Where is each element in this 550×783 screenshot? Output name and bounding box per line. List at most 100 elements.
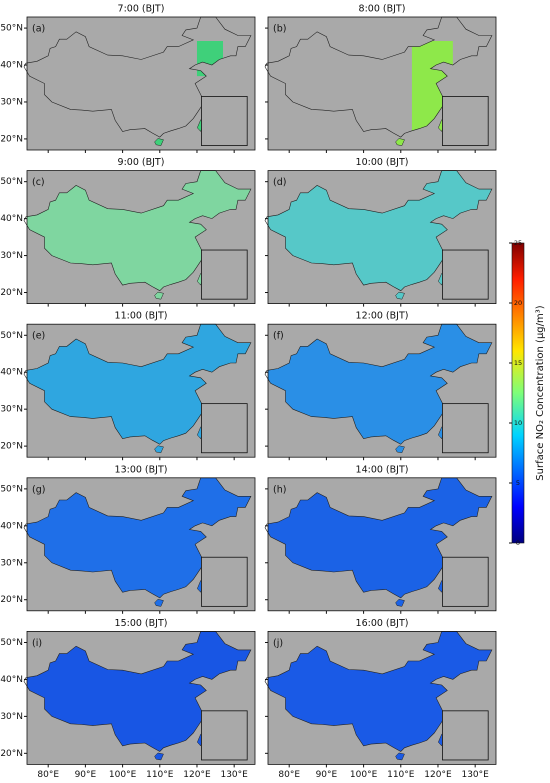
- panel-title: 13:00 (BJT): [115, 464, 168, 475]
- lon-tick-label: 90°E: [75, 770, 97, 780]
- lon-tick-label: 80°E: [37, 770, 59, 780]
- colorbar-tick-label: 15: [514, 359, 522, 367]
- lon-tick-label: 120°E: [424, 770, 452, 780]
- map-panel: [264, 170, 497, 305]
- lat-tick-label: 40°N: [0, 61, 23, 71]
- panel-label: (c): [32, 177, 45, 188]
- colorbar: [511, 242, 525, 544]
- boundary: [23, 477, 252, 599]
- lat-tick-label: 30°N: [0, 712, 23, 722]
- boundary: [23, 170, 252, 292]
- boundary: [264, 631, 493, 752]
- map-panel: [23, 170, 256, 305]
- frame: [26, 631, 256, 765]
- lon-tick-label: 110°E: [387, 770, 415, 780]
- frame: [267, 631, 497, 765]
- concentration-field: [27, 324, 251, 445]
- lon-tick-label: 130°E: [220, 770, 248, 780]
- inset-map: [201, 710, 248, 761]
- lat-tick-label: 30°N: [0, 251, 23, 261]
- lat-tick-label: 40°N: [0, 675, 23, 685]
- lon-tick-label: 100°E: [350, 770, 378, 780]
- colorbar-tick-label: 25: [514, 239, 522, 247]
- panel-title: 16:00 (BJT): [356, 618, 409, 629]
- colorbar-tick-label: 0: [516, 539, 520, 547]
- lat-tick-label: 40°N: [0, 368, 23, 378]
- lat-tick-label: 20°N: [0, 595, 23, 605]
- panel-label: (i): [32, 638, 42, 649]
- map-panel: [264, 631, 497, 765]
- lat-tick-label: 20°N: [0, 134, 23, 144]
- map-panel: [264, 16, 497, 151]
- hainan: [154, 599, 164, 607]
- panel-title: 15:00 (BJT): [115, 618, 168, 629]
- hainan: [154, 445, 164, 454]
- lat-tick-label: 30°N: [0, 97, 23, 107]
- concentration-field: [268, 324, 492, 445]
- frame: [267, 16, 497, 151]
- hainan: [154, 752, 164, 761]
- lat-tick-label: 50°N: [0, 24, 23, 34]
- map-panel: [264, 323, 497, 458]
- inset-map: [442, 403, 489, 454]
- concentration-field: [196, 41, 224, 77]
- panel-title: 14:00 (BJT): [356, 464, 409, 475]
- colorbar-tick-label: 20: [514, 299, 522, 307]
- lat-tick-label: 50°N: [0, 484, 23, 494]
- map-panel: [23, 323, 256, 458]
- boundary: [23, 631, 252, 752]
- lon-tick-label: 130°E: [461, 770, 489, 780]
- lat-tick-label: 50°N: [0, 331, 23, 341]
- concentration-field: [27, 477, 251, 598]
- concentration-field: [268, 477, 492, 598]
- concentration-field: [27, 631, 251, 752]
- lat-tick-label: 50°N: [0, 177, 23, 187]
- colorbar-label: Surface NO₂ Concentration (μg/m³): [535, 305, 546, 480]
- lat-tick-label: 20°N: [0, 288, 23, 298]
- lon-tick-label: 80°E: [278, 770, 300, 780]
- concentration-field: [411, 41, 453, 131]
- boundary: [23, 323, 252, 445]
- inset-map: [442, 710, 489, 761]
- panel-title: 12:00 (BJT): [356, 311, 409, 322]
- panel-label: (d): [273, 177, 286, 188]
- panel-label: (h): [273, 484, 286, 495]
- inset-map: [201, 556, 248, 607]
- lat-tick-label: 50°N: [0, 638, 23, 648]
- boundary: [264, 170, 493, 292]
- hainan: [154, 138, 164, 146]
- inset-map: [201, 249, 248, 300]
- lat-tick-label: 40°N: [0, 521, 23, 531]
- panel-title: 9:00 (BJT): [118, 157, 165, 168]
- inset-map: [201, 96, 248, 146]
- frame: [267, 477, 497, 612]
- frame: [26, 323, 256, 458]
- panel-title: 10:00 (BJT): [356, 157, 409, 168]
- frame: [267, 323, 497, 458]
- inset-map: [442, 249, 489, 300]
- inset-map: [442, 96, 489, 146]
- lon-tick-label: 100°E: [109, 770, 137, 780]
- inset-map: [201, 403, 248, 454]
- colorbar-tick-label: 10: [514, 419, 522, 427]
- map-panel: [264, 477, 497, 612]
- panel-title: 11:00 (BJT): [115, 311, 168, 322]
- hainan: [395, 599, 405, 607]
- lat-tick-label: 30°N: [0, 405, 23, 415]
- panel-label: (g): [32, 484, 45, 495]
- frame: [267, 170, 497, 305]
- hainan: [395, 445, 405, 454]
- panel-title: 8:00 (BJT): [359, 4, 406, 15]
- concentration-field: [27, 170, 251, 291]
- inset-map: [442, 556, 489, 607]
- boundary: [264, 477, 493, 599]
- panel-label: (e): [32, 331, 45, 342]
- lat-tick-label: 20°N: [0, 749, 23, 759]
- boundary: [23, 16, 252, 138]
- panel-label: (a): [32, 24, 45, 35]
- lat-tick-label: 40°N: [0, 214, 23, 224]
- lon-tick-label: 120°E: [183, 770, 211, 780]
- lon-tick-label: 110°E: [146, 770, 174, 780]
- colorbar-tick-label: 5: [516, 479, 520, 487]
